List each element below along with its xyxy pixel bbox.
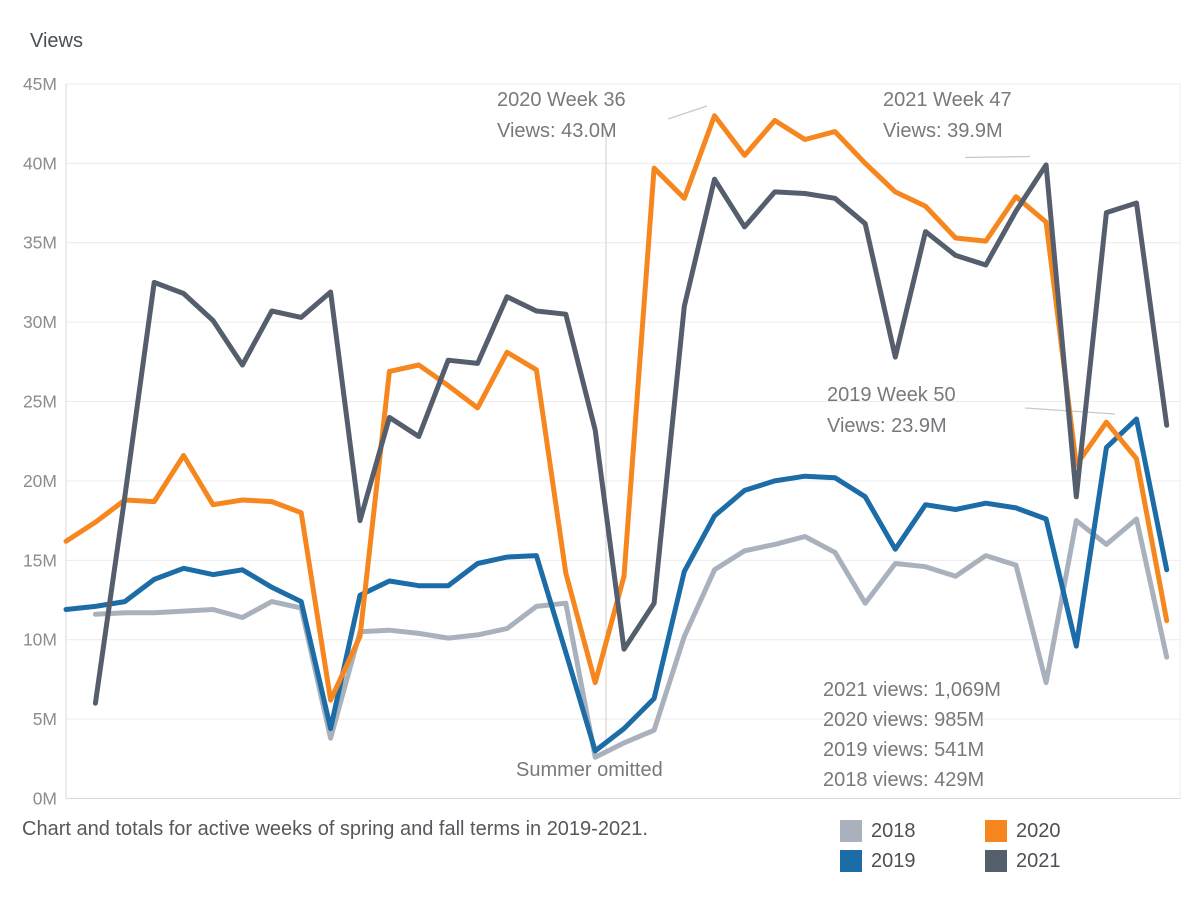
y-tick-label: 35M (23, 233, 57, 253)
chart-caption: Chart and totals for active weeks of spr… (22, 818, 648, 840)
annotation-line: 2020 Week 36 (497, 89, 626, 111)
legend-swatch-2019 (840, 850, 862, 872)
legend-item-2020[interactable]: 2020 (985, 820, 1061, 842)
chart-title: Views (30, 30, 83, 52)
legend-label: 2019 (871, 850, 916, 872)
y-tick-label: 15M (23, 550, 57, 570)
total-2019: 2019 views: 541M (823, 739, 985, 761)
totals-block: 2021 views: 1,069M 2020 views: 985M 2019… (823, 675, 1001, 795)
y-tick-label: 30M (23, 312, 57, 332)
y-tick-label: 20M (23, 471, 57, 491)
legend-item-2018[interactable]: 2018 (840, 820, 916, 842)
total-2020: 2020 views: 985M (823, 709, 985, 731)
annotation-2020-week36: 2020 Week 36 Views: 43.0M (497, 85, 626, 147)
legend-swatch-2020 (985, 820, 1007, 842)
annotation-line: 2019 Week 50 (827, 384, 956, 406)
series-line-2019[interactable] (63, 416, 1170, 754)
summer-omitted-label: Summer omitted (516, 759, 663, 781)
annotation-leader-line (667, 105, 708, 120)
annotation-2021-week47: 2021 Week 47 Views: 39.9M (883, 85, 1012, 147)
series-line-2021[interactable] (92, 162, 1170, 706)
annotation-line: Views: 23.9M (827, 415, 947, 437)
y-tick-label: 25M (23, 392, 57, 412)
total-2018: 2018 views: 429M (823, 769, 985, 791)
legend-label: 2020 (1016, 820, 1061, 842)
legend-swatch-2018 (840, 820, 862, 842)
legend-item-2019[interactable]: 2019 (840, 850, 916, 872)
annotation-line: Views: 39.9M (883, 120, 1003, 142)
legend-label: 2018 (871, 820, 916, 842)
legend-item-2021[interactable]: 2021 (985, 850, 1061, 872)
y-tick-label: 40M (23, 153, 57, 173)
annotation-leader-line (964, 155, 1031, 159)
annotation-line: 2021 Week 47 (883, 89, 1012, 111)
annotation-line: Views: 43.0M (497, 120, 617, 142)
series-line-2020[interactable] (63, 113, 1170, 703)
y-tick-label: 10M (23, 630, 57, 650)
legend-swatch-2021 (985, 850, 1007, 872)
legend-label: 2021 (1016, 850, 1061, 872)
series-line-2018[interactable] (92, 516, 1170, 760)
y-tick-label: 45M (23, 74, 57, 94)
y-tick-label: 0M (33, 789, 57, 809)
annotation-2019-week50: 2019 Week 50 Views: 23.9M (827, 380, 956, 442)
total-2021: 2021 views: 1,069M (823, 679, 1001, 701)
y-tick-label: 5M (33, 709, 57, 729)
